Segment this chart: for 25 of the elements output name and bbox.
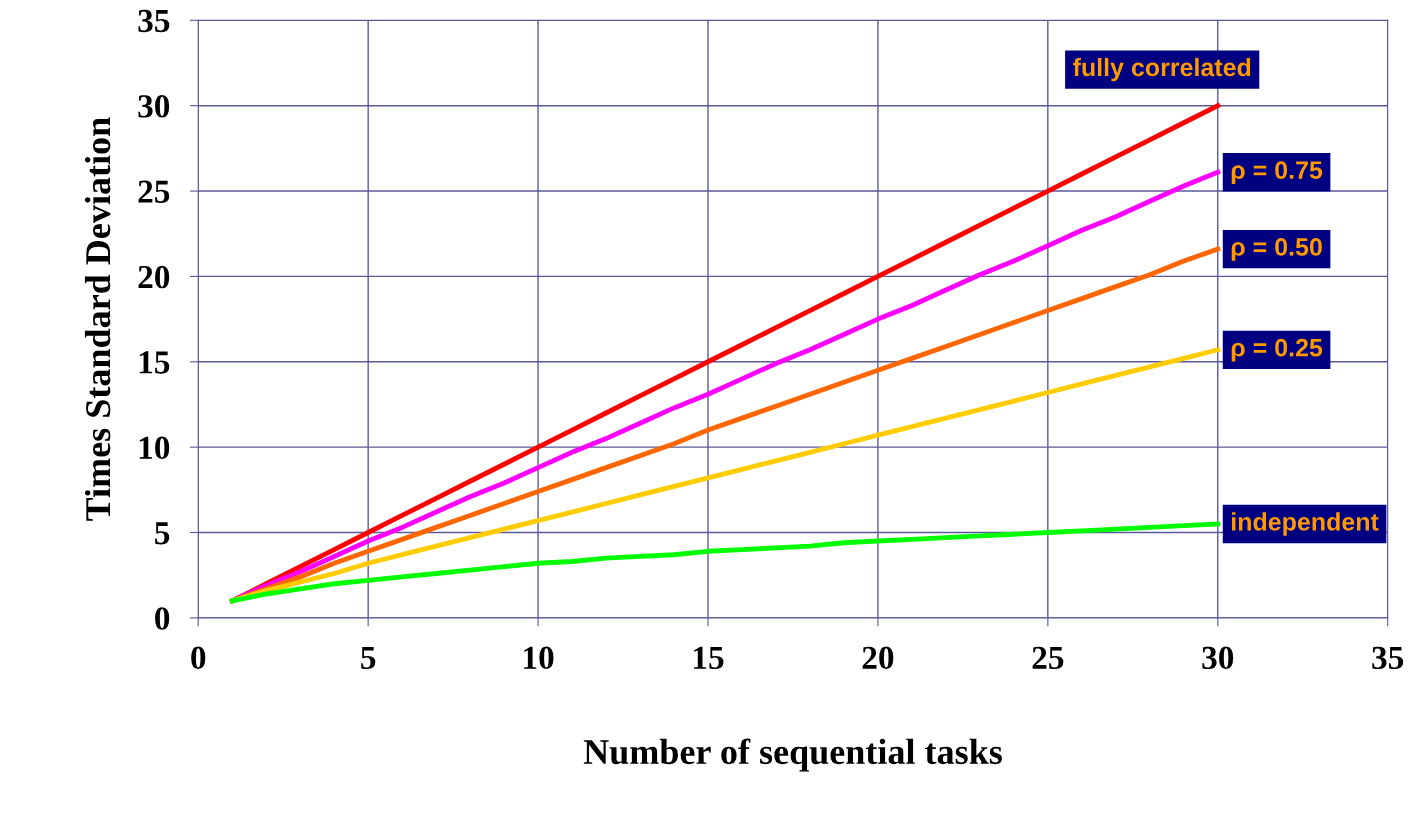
y-tick-label: 5	[155, 522, 170, 545]
x-axis-title: Number of sequential tasks	[583, 738, 1002, 772]
line-series	[229, 347, 1221, 604]
x-tick-label: 10	[524, 646, 554, 670]
y-tick-label: 35	[138, 9, 170, 33]
y-tick-label: 0	[155, 607, 170, 630]
x-tick-label: 20	[862, 646, 894, 670]
y-tick-label: 20	[138, 265, 170, 289]
x-tick-label: 25	[1032, 646, 1064, 670]
x-tick-label: 0	[191, 646, 206, 670]
x-tick-label: 30	[1202, 646, 1234, 670]
series-label: ρ = 0.75	[1231, 161, 1323, 184]
series-label: ρ = 0.25	[1231, 338, 1323, 362]
y-tick-label: 10	[139, 436, 170, 460]
x-tick-label: 15	[694, 646, 724, 670]
x-tick-label: 5	[361, 646, 376, 670]
series-label: fully correlated	[1073, 57, 1251, 82]
x-tick-label: 35	[1372, 646, 1404, 670]
y-tick-label: 30	[138, 95, 170, 118]
series-label: independent	[1232, 512, 1379, 536]
y-tick-label: 15	[139, 351, 170, 374]
y-axis-title: Times Standard Deviation	[84, 117, 111, 521]
line-series	[229, 521, 1221, 604]
y-tick-label: 25	[138, 180, 170, 203]
series-label: ρ = 0.50	[1231, 238, 1322, 261]
